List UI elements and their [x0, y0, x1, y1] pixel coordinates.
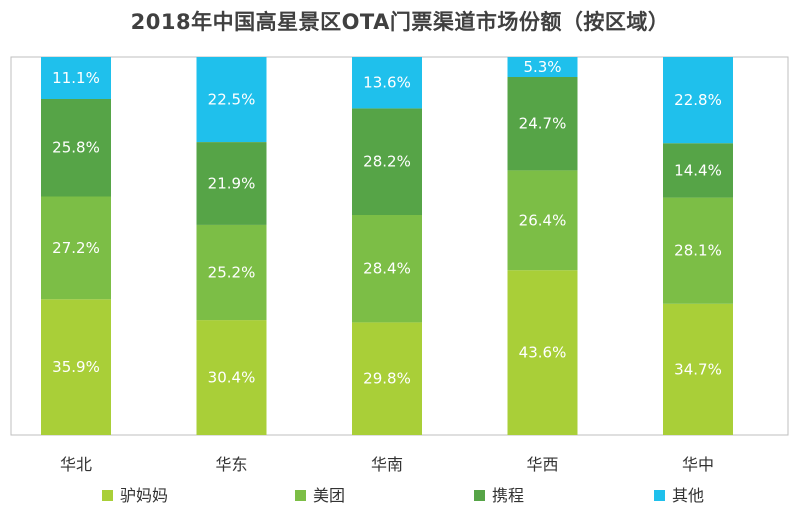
category-label: 华北 [60, 455, 92, 474]
data-label: 25.2% [208, 264, 256, 282]
chart-title: 2018年中国高星景区OTA门票渠道市场份额（按区域） [130, 10, 670, 34]
legend-swatch [102, 490, 113, 501]
data-label: 25.8% [52, 139, 100, 157]
legend-label: 美团 [313, 486, 345, 505]
bar-segment [41, 57, 111, 99]
bar-segment [663, 143, 733, 198]
legend-label: 携程 [492, 486, 524, 505]
data-label: 35.9% [52, 358, 100, 376]
bar-segment [507, 270, 578, 435]
bar-segment [352, 322, 422, 435]
data-label: 14.4% [674, 161, 722, 179]
bar-segment [507, 170, 578, 271]
category-label: 华中 [682, 455, 714, 474]
data-label: 22.8% [674, 91, 722, 109]
data-label: 26.4% [519, 211, 567, 229]
legend-label: 驴妈妈 [120, 486, 168, 505]
bar-segment [663, 197, 733, 304]
bar-segment [663, 303, 733, 435]
bar-segment [507, 57, 578, 77]
data-label: 30.4% [208, 369, 256, 387]
data-label: 5.3% [523, 58, 561, 76]
data-label: 27.2% [52, 239, 100, 257]
bar-segment [663, 57, 733, 144]
data-label: 24.7% [519, 115, 567, 133]
bar-segment [196, 224, 267, 321]
data-label: 43.6% [519, 344, 567, 362]
category-label: 华西 [526, 455, 558, 474]
data-label: 21.9% [208, 174, 256, 192]
bar-segment [507, 77, 578, 171]
data-label: 29.8% [363, 370, 411, 388]
category-axis-labels: 华北 华东 华南 华西 华中 [60, 455, 714, 474]
legend: 驴妈妈 美团 携程 其他 [102, 486, 704, 505]
legend-swatch [295, 490, 306, 501]
segment-labels: 35.9% 27.2% 25.8% 11.1% 30.4% 25.2% 21.9% 22.5%… [52, 58, 722, 388]
bar-segment [196, 57, 267, 142]
bar-segment [41, 99, 111, 197]
category-label: 华东 [215, 455, 247, 474]
category-label: 华南 [371, 455, 403, 474]
data-label: 28.1% [674, 242, 722, 260]
data-label: 22.5% [208, 91, 256, 109]
bar-segment [352, 215, 422, 323]
bar-segment [41, 196, 111, 300]
bar-segment [352, 108, 422, 215]
bar-segment [352, 57, 422, 109]
bars-layer [41, 57, 733, 435]
bar-segment [196, 142, 267, 225]
data-label: 34.7% [674, 360, 722, 378]
legend-swatch [654, 490, 665, 501]
data-label: 13.6% [363, 74, 411, 92]
data-label: 28.2% [363, 153, 411, 171]
bar-segment [196, 320, 267, 435]
legend-label: 其他 [672, 486, 704, 505]
legend-swatch [474, 490, 485, 501]
bar-segment [41, 299, 111, 435]
data-label: 11.1% [52, 69, 100, 87]
data-label: 28.4% [363, 260, 411, 278]
